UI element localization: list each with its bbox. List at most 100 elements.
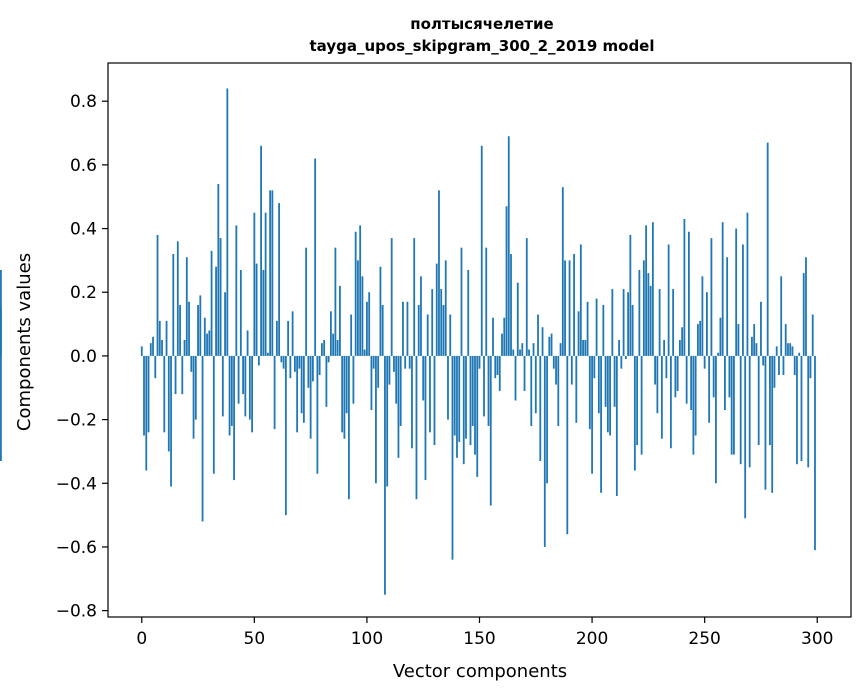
bar — [710, 238, 713, 356]
bar — [411, 355, 413, 449]
bar — [296, 355, 299, 433]
bar — [564, 260, 566, 356]
bar — [665, 355, 668, 379]
bar — [618, 340, 620, 356]
bar — [489, 355, 492, 506]
bar — [334, 247, 337, 356]
bar — [814, 355, 816, 551]
bar — [289, 355, 292, 379]
bar — [543, 355, 546, 547]
bar — [660, 355, 663, 439]
bar — [514, 355, 517, 401]
bar — [717, 352, 720, 356]
bar — [309, 355, 312, 439]
bar — [332, 333, 335, 356]
bar — [629, 234, 632, 356]
bar — [566, 355, 569, 535]
bar — [469, 355, 472, 446]
bar — [194, 355, 197, 420]
bar — [676, 355, 679, 391]
bar — [172, 254, 175, 356]
x-tick-label: 0 — [136, 629, 147, 649]
bar — [262, 269, 265, 356]
bar — [174, 355, 177, 395]
bar — [442, 304, 445, 356]
bar — [449, 314, 452, 356]
bar — [690, 355, 693, 411]
bar — [633, 355, 636, 471]
x-tick-label: 300 — [801, 629, 833, 649]
bar — [494, 355, 497, 379]
bar — [724, 355, 726, 411]
bar — [354, 231, 357, 356]
bar — [203, 317, 206, 356]
bar — [444, 260, 447, 356]
bar — [170, 355, 172, 487]
bar — [406, 301, 409, 356]
bar — [377, 355, 380, 388]
bar — [275, 320, 278, 356]
bar — [152, 336, 154, 356]
bar — [248, 355, 251, 420]
bar — [230, 355, 233, 426]
bar — [485, 247, 488, 356]
chart-subtitle: tayga_upos_skipgram_300_2_2019 model — [310, 37, 655, 55]
x-tick-label: 250 — [688, 629, 720, 649]
bars-group — [0, 88, 816, 595]
bar — [352, 355, 355, 404]
bar — [271, 190, 274, 356]
bar — [728, 355, 731, 398]
bar — [712, 355, 715, 398]
bar — [674, 355, 677, 398]
bar — [161, 340, 163, 356]
bar — [595, 298, 598, 356]
bar — [600, 355, 602, 493]
bar — [163, 355, 166, 433]
bar — [744, 355, 747, 519]
bar — [796, 355, 798, 465]
y-tick-label: 0.4 — [70, 220, 97, 240]
x-tick-label: 50 — [244, 629, 266, 649]
bar — [606, 355, 609, 433]
bar — [215, 266, 217, 356]
bar — [787, 343, 789, 356]
bar — [433, 355, 436, 446]
bar — [753, 324, 756, 356]
bar — [503, 317, 506, 356]
bar — [512, 349, 515, 356]
bar — [555, 355, 557, 385]
bar — [264, 212, 267, 356]
bar — [525, 238, 528, 356]
bar — [771, 355, 774, 493]
bar — [190, 355, 193, 372]
y-tick-label: 0.2 — [70, 283, 97, 303]
bar — [622, 289, 625, 356]
bar — [791, 346, 794, 356]
bar — [420, 276, 422, 356]
bar — [0, 355, 2, 461]
bar — [748, 355, 751, 468]
bar — [242, 355, 244, 395]
bar — [708, 355, 711, 423]
bar — [568, 260, 571, 356]
y-tick-label: 0.6 — [70, 156, 97, 176]
bar — [730, 355, 733, 455]
bar — [339, 285, 341, 356]
bar — [179, 304, 181, 356]
bar — [737, 324, 740, 356]
bar — [435, 263, 438, 356]
bar — [541, 327, 544, 356]
bar — [350, 314, 353, 356]
bar — [721, 222, 724, 356]
bar — [638, 269, 641, 356]
y-axis-label: Components values — [14, 253, 35, 431]
bar — [447, 355, 449, 420]
bar — [798, 352, 801, 356]
bar — [221, 355, 224, 417]
bar — [539, 355, 542, 461]
bar — [579, 244, 582, 356]
bar — [570, 355, 573, 385]
bar — [669, 355, 672, 449]
bar — [692, 355, 695, 455]
bar — [573, 254, 575, 356]
